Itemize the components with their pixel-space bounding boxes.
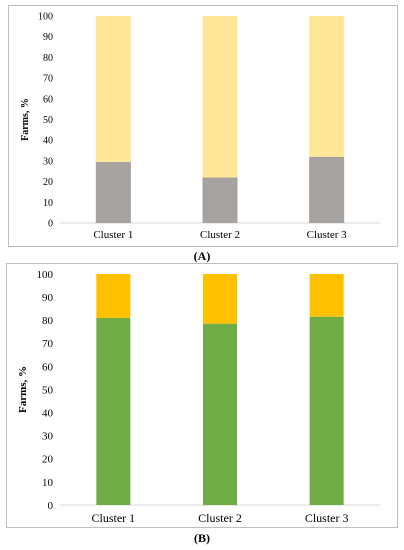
y-tick-label: 40 bbox=[43, 136, 53, 147]
bar-segment bbox=[203, 274, 237, 324]
bar-segment bbox=[309, 274, 344, 317]
y-tick-label: 30 bbox=[43, 156, 53, 167]
y-tick-label: 40 bbox=[42, 407, 54, 419]
bar-segment bbox=[203, 323, 237, 505]
y-tick-label: 50 bbox=[42, 384, 54, 396]
bar-segment bbox=[309, 316, 344, 505]
y-tick-label: 60 bbox=[43, 94, 53, 105]
bar-segment bbox=[96, 274, 131, 318]
y-tick-label: 10 bbox=[43, 198, 53, 209]
panel-a-caption: (A) bbox=[194, 249, 211, 263]
y-tick-label: 70 bbox=[43, 74, 53, 85]
bar-segment bbox=[202, 177, 238, 223]
category-label: Cluster 2 bbox=[200, 229, 240, 241]
bar-segment bbox=[96, 317, 131, 505]
bar-segment bbox=[202, 16, 238, 178]
y-tick-label: 70 bbox=[42, 338, 54, 350]
y-tick-label: 20 bbox=[43, 177, 53, 188]
chart-a: 0 10 20 30 40 50 60 70 80 90 100 Farms, % Cluster 1 C… bbox=[20, 12, 380, 241]
y-tick-label: 90 bbox=[42, 292, 54, 304]
panel-b-frame bbox=[6, 263, 398, 528]
y-axis-label: Farms, % bbox=[20, 98, 31, 141]
y-tick-label: 30 bbox=[42, 431, 54, 443]
chart-b: 0 10 20 30 40 50 60 70 80 90 100 Farms, % Cluster 1 C… bbox=[17, 269, 380, 525]
y-tick-label: 80 bbox=[43, 53, 53, 64]
category-label: Cluster 3 bbox=[307, 229, 348, 241]
y-tick-label: 0 bbox=[48, 500, 54, 512]
category-label: Cluster 2 bbox=[198, 511, 242, 525]
bar-segment bbox=[309, 16, 345, 157]
y-tick-label: 90 bbox=[43, 32, 53, 43]
category-label: Cluster 1 bbox=[91, 511, 135, 525]
y-tick-label: 100 bbox=[38, 12, 53, 23]
y-tick-label: 60 bbox=[42, 361, 54, 373]
panel-a-frame bbox=[8, 5, 398, 247]
bar-segment bbox=[95, 161, 131, 223]
y-tick-label: 0 bbox=[48, 219, 53, 230]
bar-segment bbox=[309, 156, 345, 223]
y-axis-label: Farms, % bbox=[17, 366, 29, 413]
panel-b-caption: (B) bbox=[194, 531, 210, 545]
y-tick-label: 100 bbox=[37, 269, 54, 281]
category-label: Cluster 3 bbox=[305, 511, 349, 525]
y-tick-label: 50 bbox=[43, 115, 53, 126]
bar-segment bbox=[95, 16, 131, 162]
y-tick-label: 20 bbox=[42, 454, 54, 466]
category-label: Cluster 1 bbox=[93, 229, 133, 241]
y-tick-label: 10 bbox=[42, 477, 54, 489]
y-tick-label: 80 bbox=[42, 315, 54, 327]
